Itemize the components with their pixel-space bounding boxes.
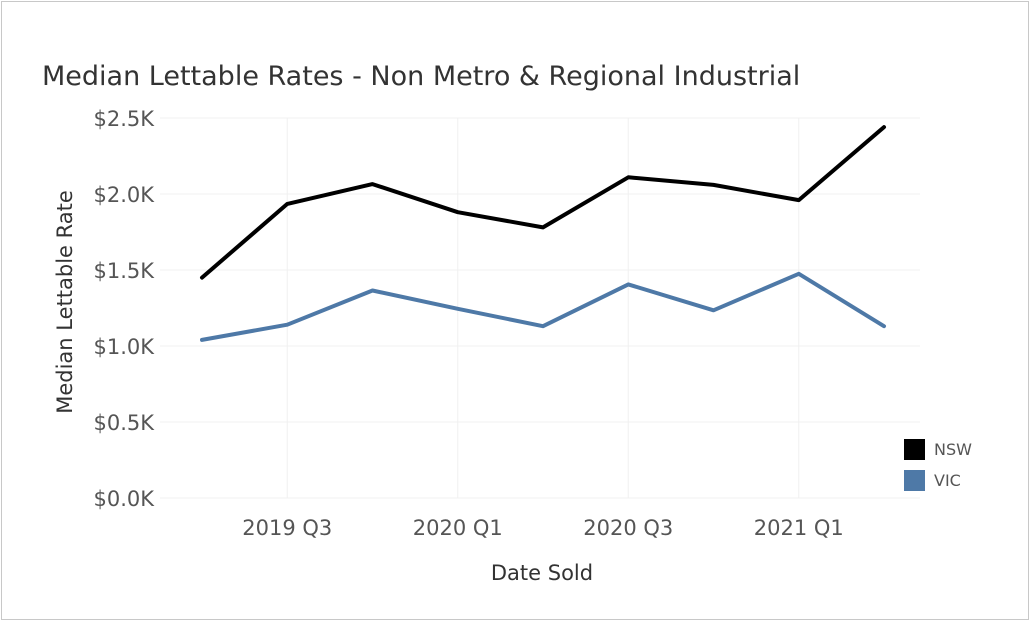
y-tick-label: $0.0K xyxy=(93,487,155,511)
series-line-vic xyxy=(200,271,886,342)
x-axis-ticks: 2019 Q3 2020 Q1 2020 Q3 2021 Q1 xyxy=(242,516,844,540)
y-axis-label: Median Lettable Rate xyxy=(53,190,77,414)
y-tick-label: $1.0K xyxy=(93,335,155,359)
x-tick-label: 2019 Q3 xyxy=(242,516,332,540)
series-lines xyxy=(200,125,886,342)
x-axis-label: Date Sold xyxy=(491,561,593,585)
gridlines xyxy=(160,117,920,499)
legend-swatch-nsw xyxy=(904,439,925,460)
legend-label-vic: VIC xyxy=(934,471,961,490)
y-tick-label: $2.0K xyxy=(93,183,155,207)
x-tick-label: 2020 Q1 xyxy=(413,516,503,540)
legend-label-nsw: NSW xyxy=(934,440,972,459)
y-axis-ticks: $0.0K $0.5K $1.0K $1.5K $2.0K $2.5K xyxy=(93,107,155,511)
x-tick-label: 2020 Q3 xyxy=(583,516,673,540)
y-tick-label: $1.5K xyxy=(93,259,155,283)
y-tick-label: $2.5K xyxy=(93,107,155,131)
legend: NSW VIC xyxy=(904,439,972,491)
chart-title: Median Lettable Rates - Non Metro & Regi… xyxy=(42,61,800,92)
y-tick-label: $0.5K xyxy=(93,411,155,435)
x-tick-label: 2021 Q1 xyxy=(754,516,844,540)
series-line-nsw xyxy=(200,125,886,280)
legend-swatch-vic xyxy=(904,470,925,491)
